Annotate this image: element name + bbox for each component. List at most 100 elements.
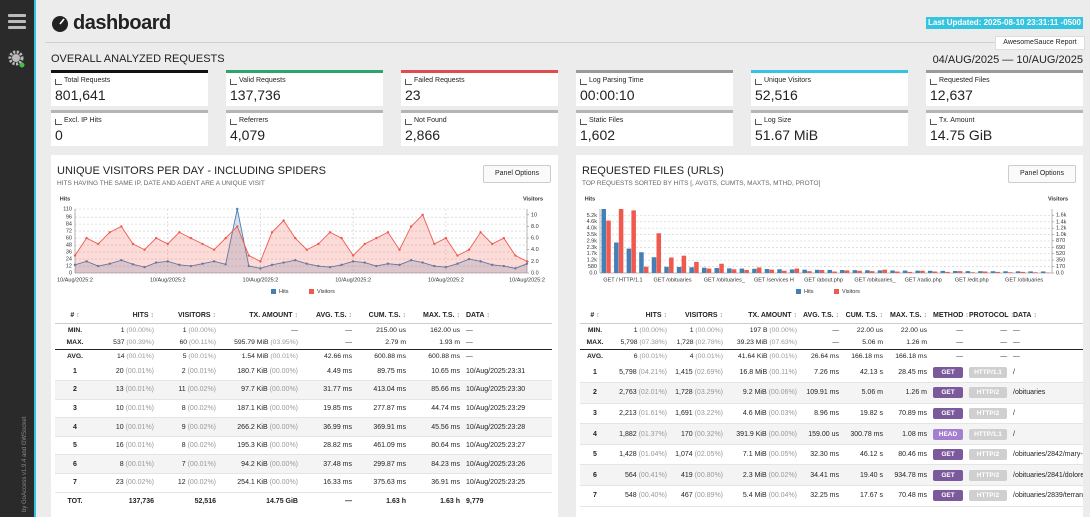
menu-icon[interactable] [8, 14, 26, 17]
column-header[interactable]: DATA [463, 307, 552, 324]
method-badge: GET [933, 469, 963, 481]
bar [689, 267, 694, 273]
table-cell: 1 (00.00%) [157, 324, 219, 337]
y2-tick-label: 6.0 [531, 236, 539, 242]
table-cell: 2,213 (01.61%) [610, 403, 670, 425]
table-cell: 19.82 s [842, 403, 886, 425]
panel-options[interactable]: Panel Options [483, 165, 551, 183]
table-cell: 5 [55, 436, 95, 456]
column-header[interactable]: MAX. T.S. [886, 307, 930, 324]
cell-value: 195.3 KiB [237, 442, 268, 450]
cell-percent: (00.02%) [768, 471, 797, 479]
column-header[interactable]: # [580, 307, 610, 324]
gauge-needle [59, 18, 65, 25]
column-header[interactable]: HITS [610, 307, 670, 324]
table-cell: 10 (00.01%) [95, 417, 157, 437]
column-header[interactable]: DATA [1010, 307, 1083, 324]
series-point [189, 264, 193, 268]
series-point [502, 264, 506, 268]
column-header[interactable]: # [55, 307, 95, 324]
bar [945, 271, 950, 273]
card-value: 14.75 GiB [930, 127, 993, 143]
table-cell: 10.65 ms [409, 362, 463, 382]
column-header[interactable]: MAX. T.S. [409, 307, 463, 324]
cell-percent: (00.00%) [639, 326, 667, 334]
table-cell: 6 (00.01%) [610, 350, 670, 363]
bar [865, 270, 870, 273]
bar [920, 270, 925, 273]
cell-value: 2 [181, 367, 186, 375]
table-row: 3 10 (00.01%) 8 (00.02%) 187.1 KiB (00.00%)… [55, 399, 552, 419]
column-header[interactable]: TX. AMOUNT [219, 307, 301, 324]
date-range: 04/AUG/2025 — 10/AUG/2025 [932, 54, 1083, 66]
series-point [270, 263, 274, 267]
column-header[interactable]: VISITORS [670, 307, 726, 324]
column-header[interactable]: CUM. T.S. [842, 307, 886, 324]
column-header[interactable]: HITS [95, 307, 157, 324]
data-table: #HITSVISITORSTX. AMOUNTAVG. T.S.CUM. T.S… [580, 307, 1083, 507]
cell-value: 16.8 MiB [739, 368, 768, 376]
y2-axis-label: Visitors [523, 196, 543, 202]
series-line [74, 208, 528, 269]
status-dot [19, 62, 25, 68]
menu-icon[interactable] [8, 20, 26, 23]
table-cell: 5,798 (07.38%) [610, 336, 670, 350]
column-header[interactable]: VISITORS [157, 307, 219, 324]
cell-value: 2,213 [619, 409, 637, 417]
column-header[interactable]: AVG. T.S. [800, 307, 842, 324]
column-header[interactable]: METHOD [930, 307, 966, 324]
series-point [259, 260, 262, 263]
header-row: #HITSVISITORSTX. AMOUNTAVG. T.S.CUM. T.S… [580, 307, 1083, 324]
bar [1020, 271, 1026, 273]
card-value: 1,602 [580, 127, 616, 143]
card-label: Failed Requests [414, 77, 465, 84]
bar [970, 272, 975, 273]
table-cell: 36.99 ms [301, 417, 355, 437]
menu-icon[interactable] [8, 26, 26, 29]
bar [965, 271, 971, 273]
column-header[interactable]: TX. AMOUNT [726, 307, 800, 324]
table-cell: 8 (00.02%) [157, 436, 219, 456]
panel-subtitle: TOP REQUESTS SORTED BY HITS [, AVGTS, CU… [582, 180, 821, 187]
bar [1040, 271, 1046, 273]
series-point [328, 231, 332, 234]
y-tick-label: 96 [66, 215, 72, 221]
series-point [85, 260, 88, 263]
series-point [154, 261, 158, 264]
y-tick-label: 5.2k [587, 213, 598, 219]
cell-value: 467 [680, 492, 693, 500]
table-cell: 5.06 m [842, 336, 886, 350]
y-tick-label: 60 [66, 236, 72, 242]
card-value: 2,866 [405, 127, 441, 143]
column-header[interactable]: AVG. T.S. [301, 307, 355, 324]
y2-tick-label: 1.2k [1056, 226, 1067, 232]
panel-title: UNIQUE VISITORS PER DAY - INCLUDING SPID… [57, 165, 326, 177]
panel-options[interactable]: Panel Options [1008, 165, 1076, 183]
table-cell: 9.2 MiB (00.06%) [726, 382, 800, 404]
table-cell: 70.48 ms [886, 485, 930, 507]
cell-percent: (00.01%) [639, 352, 667, 360]
protocol-badge: HTTP/2 [969, 490, 1007, 502]
table-cell: 375.63 ms [355, 473, 409, 493]
table-row: 7 23 (00.02%) 12 (00.02%) 254.1 KiB (00.00%… [55, 473, 552, 493]
table-cell: GET [930, 444, 966, 466]
y-tick-label: 1.7k [587, 251, 598, 257]
column-header[interactable]: CUM. T.S. [355, 307, 409, 324]
table-row: MAX. 537 (00.39%) 60 (00.11%) 595.79 MiB (0… [55, 336, 552, 350]
table-cell: 4 [580, 423, 610, 445]
table-cell: 1.63 h [409, 491, 463, 511]
column-header[interactable]: PROTOCOL [966, 307, 1010, 324]
table-cell: — [1000, 352, 1007, 360]
table-cell: 42.13 s [842, 362, 886, 384]
series-point [224, 236, 227, 240]
y2-tick-label: 870 [1056, 238, 1065, 244]
settings-icon[interactable] [7, 49, 27, 69]
cell-value: 20 [115, 367, 124, 375]
bar [927, 270, 933, 273]
table-cell: — [466, 326, 473, 334]
x-tick-label: GET /obituaries [654, 277, 692, 283]
bar [631, 210, 636, 273]
legend-label: Hits [279, 289, 289, 295]
